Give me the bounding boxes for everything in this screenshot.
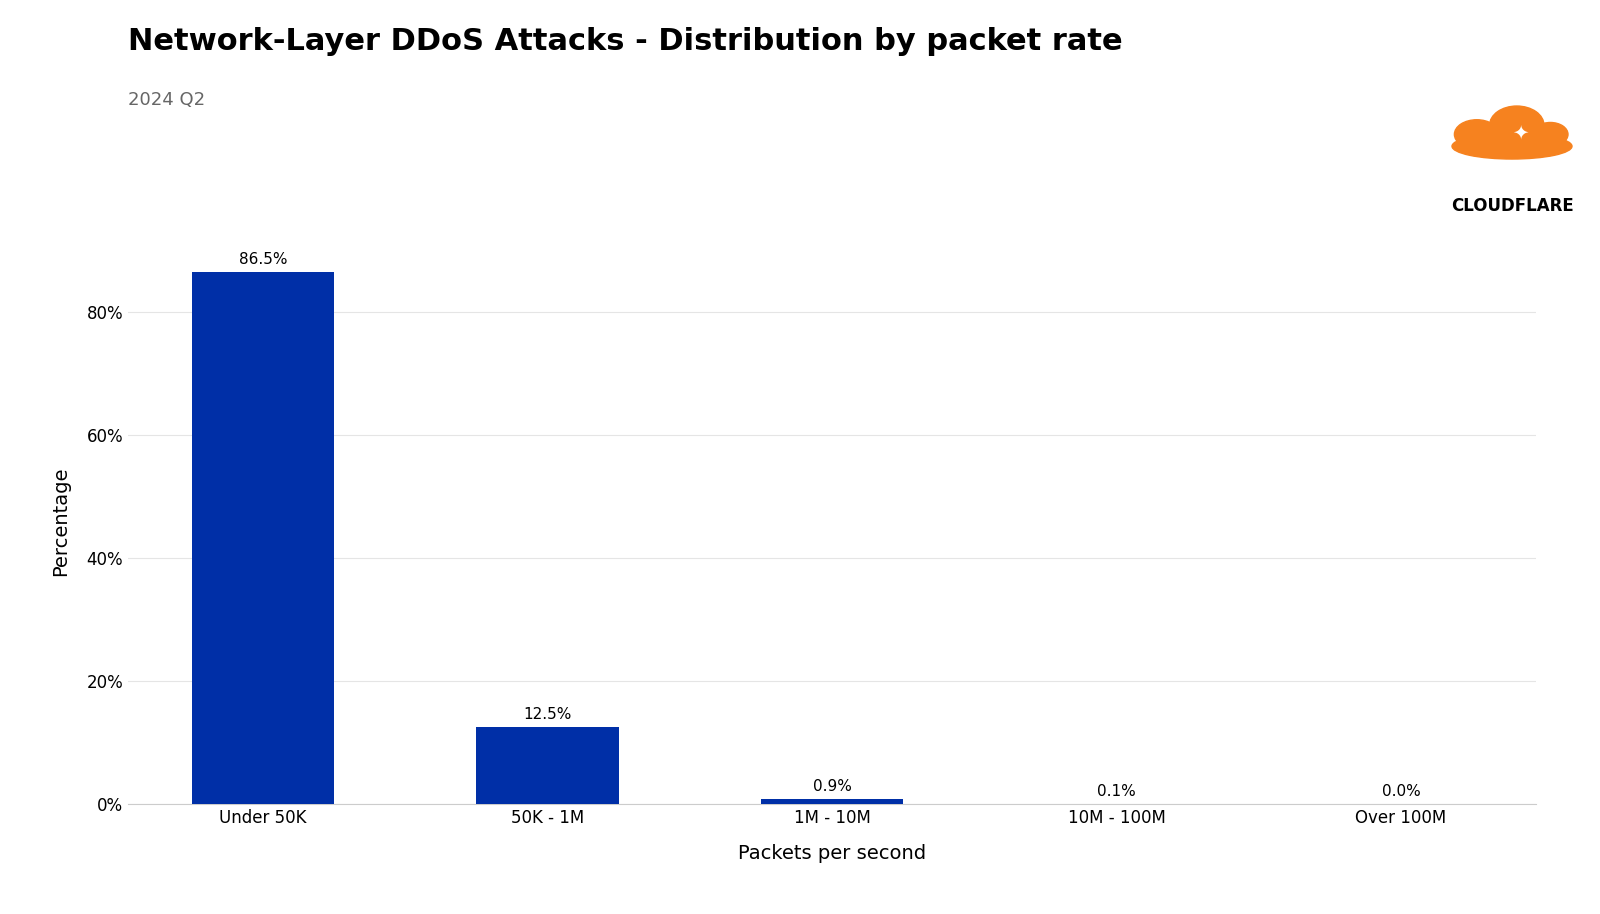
Text: 86.5%: 86.5% bbox=[238, 251, 288, 267]
Text: 12.5%: 12.5% bbox=[523, 707, 571, 722]
X-axis label: Packets per second: Packets per second bbox=[738, 844, 926, 863]
Text: 0.0%: 0.0% bbox=[1381, 784, 1421, 800]
Bar bbox=[192, 271, 334, 804]
Bar bbox=[762, 799, 902, 804]
Y-axis label: Percentage: Percentage bbox=[51, 466, 70, 576]
Text: 2024 Q2: 2024 Q2 bbox=[128, 91, 205, 110]
Bar bbox=[477, 728, 619, 804]
Text: 0.1%: 0.1% bbox=[1098, 784, 1136, 799]
Text: ✦: ✦ bbox=[1512, 123, 1528, 142]
Text: CLOUDFLARE: CLOUDFLARE bbox=[1451, 197, 1573, 215]
Text: Network-Layer DDoS Attacks - Distribution by packet rate: Network-Layer DDoS Attacks - Distributio… bbox=[128, 27, 1123, 57]
Text: 0.9%: 0.9% bbox=[813, 779, 851, 794]
